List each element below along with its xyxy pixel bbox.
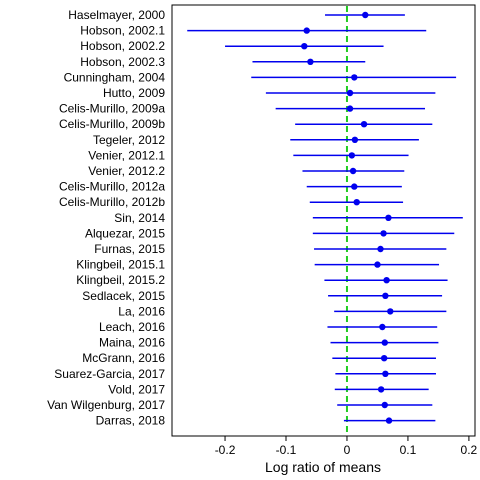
point-estimate xyxy=(380,230,387,237)
study-label: Celis-Murillo, 2012b xyxy=(59,195,165,209)
point-estimate xyxy=(353,199,360,206)
point-estimate xyxy=(387,308,394,315)
point-estimates xyxy=(301,11,394,424)
point-estimate xyxy=(381,401,388,409)
point-estimate xyxy=(303,27,310,34)
study-label: Hobson, 2002.3 xyxy=(80,55,165,69)
study-label: Tegeler, 2012 xyxy=(93,133,165,147)
study-label: Leach, 2016 xyxy=(99,320,165,334)
point-estimate xyxy=(351,136,359,143)
point-estimate xyxy=(381,339,388,346)
study-label: Maina, 2016 xyxy=(99,336,165,350)
point-estimate xyxy=(351,183,358,190)
study-label: Alquezar, 2015 xyxy=(85,226,165,240)
study-label: Celis-Murillo, 2009b xyxy=(59,117,165,131)
study-label: Sedlacek, 2015 xyxy=(82,289,165,303)
point-estimate xyxy=(307,58,314,65)
point-estimate xyxy=(382,370,389,377)
point-estimate xyxy=(377,386,385,393)
plot-frame xyxy=(171,4,476,437)
study-label: McGrann, 2016 xyxy=(82,351,165,365)
point-estimate xyxy=(360,121,368,128)
x-tick-label: 0.1 xyxy=(400,443,417,457)
point-estimate xyxy=(348,152,356,159)
point-estimate xyxy=(385,214,392,221)
study-label: Celis-Murillo, 2009a xyxy=(59,102,165,116)
study-label: Suarez-Garcia, 2017 xyxy=(54,367,165,381)
x-tick-label: 0.2 xyxy=(461,443,478,457)
point-estimate xyxy=(379,323,386,331)
study-label: Hutto, 2009 xyxy=(103,86,165,100)
x-tick-label: -0.1 xyxy=(276,443,297,457)
point-estimate xyxy=(385,417,393,424)
confidence-intervals xyxy=(187,14,463,422)
x-axis-title: Log ratio of means xyxy=(265,459,381,475)
study-label: Hobson, 2002.2 xyxy=(80,39,165,53)
study-label: Klingbeil, 2015.1 xyxy=(76,258,165,272)
point-estimate xyxy=(380,355,388,362)
point-estimate xyxy=(377,245,384,253)
point-estimate xyxy=(374,261,381,268)
study-label: Van Wilgenburg, 2017 xyxy=(47,398,165,412)
x-tick-label: 0 xyxy=(344,443,351,457)
x-axis: -0.2 -0.1 0 0.1 0.2 xyxy=(215,436,478,457)
x-tick-label: -0.2 xyxy=(215,443,236,457)
study-label: Haselmayer, 2000 xyxy=(68,8,165,22)
point-estimate xyxy=(346,105,354,112)
point-estimate xyxy=(382,292,389,299)
study-label: La, 2016 xyxy=(118,304,165,318)
study-label: Klingbeil, 2015.2 xyxy=(76,273,165,287)
study-label: Furnas, 2015 xyxy=(94,242,165,256)
point-estimate xyxy=(351,74,358,81)
study-label: Darras, 2018 xyxy=(96,414,166,428)
study-label: Cunningham, 2004 xyxy=(64,70,166,84)
point-estimate xyxy=(301,43,308,50)
point-estimate xyxy=(349,167,357,175)
study-label: Venier, 2012.2 xyxy=(88,164,165,178)
study-label: Sin, 2014 xyxy=(114,211,165,225)
point-estimate xyxy=(383,277,390,284)
study-label: Venier, 2012.1 xyxy=(88,148,165,162)
point-estimate xyxy=(362,11,369,19)
study-label: Vold, 2017 xyxy=(108,382,165,396)
point-estimate xyxy=(346,89,354,97)
study-label: Celis-Murillo, 2012a xyxy=(59,180,165,194)
study-label: Hobson, 2002.1 xyxy=(80,24,165,38)
